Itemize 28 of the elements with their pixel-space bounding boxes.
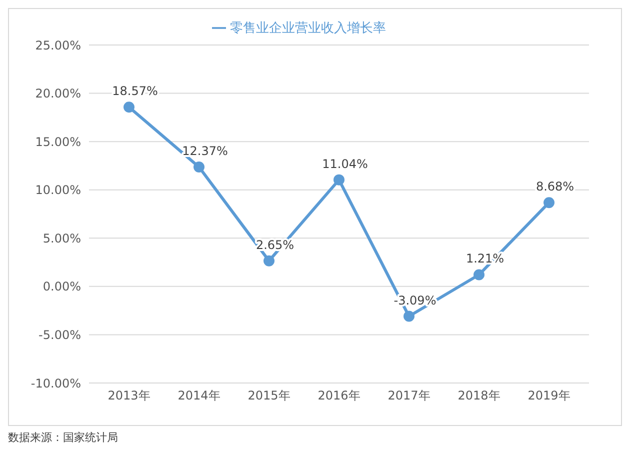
point <box>544 197 554 208</box>
x-tick-label: 2018年 <box>458 388 500 403</box>
x-tick-label: 2013年 <box>108 388 150 403</box>
point <box>194 161 204 172</box>
y-tick-label: -5.00% <box>38 328 81 342</box>
data-label: 18.57% <box>112 84 158 98</box>
data-label: 8.68% <box>536 180 574 194</box>
x-tick-label: 2017年 <box>388 388 430 403</box>
y-tick-label: 20.00% <box>35 86 81 101</box>
point <box>334 174 344 186</box>
y-tick-label: 5.00% <box>42 231 81 246</box>
point <box>404 310 414 322</box>
legend-label: 零售业企业营业收入增长率 <box>230 21 386 36</box>
data-label: 11.04% <box>322 156 368 171</box>
point <box>124 102 134 113</box>
y-tick-label: 25.00% <box>35 38 81 52</box>
x-tick-label: 2016年 <box>318 388 360 403</box>
y-tick-label: -10.00% <box>30 376 81 390</box>
y-tick-label: 10.00% <box>35 183 81 198</box>
data-label: 12.37% <box>182 144 228 158</box>
source-note: 数据来源：国家统计局 <box>8 430 118 445</box>
y-tick-label: 0.00% <box>42 280 81 294</box>
x-tick-label: 2019年 <box>528 388 570 403</box>
point <box>264 255 274 266</box>
point <box>474 269 484 280</box>
x-tick-label: 2014年 <box>178 388 220 403</box>
x-tick-label: 2015年 <box>248 388 290 403</box>
y-tick-label: 15.00% <box>35 134 81 149</box>
